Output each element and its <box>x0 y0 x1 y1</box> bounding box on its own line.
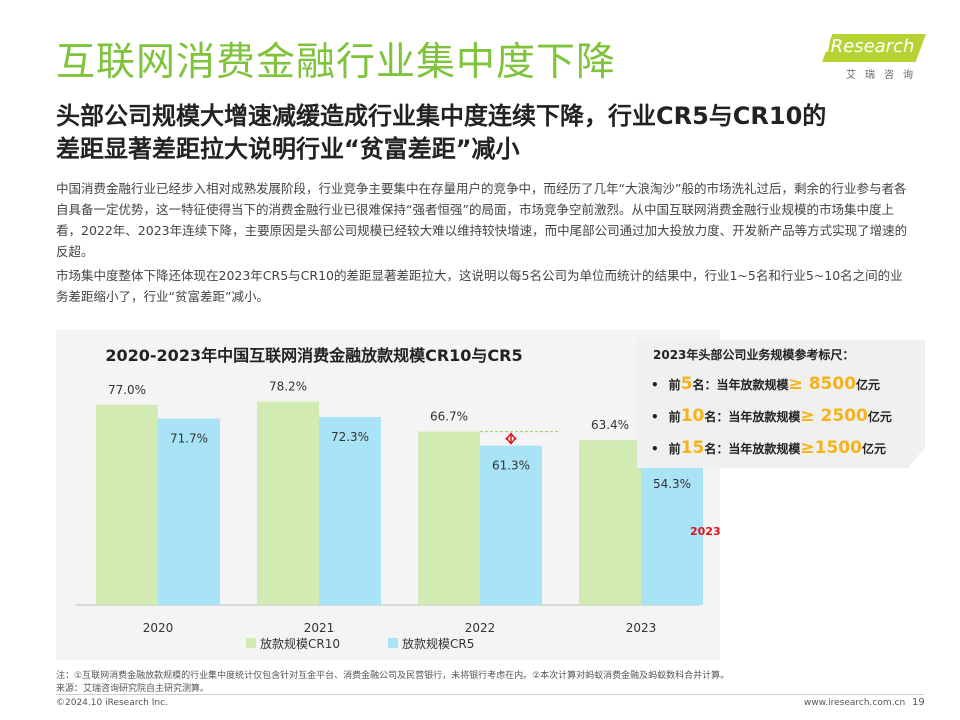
data-label-cr10-2021: 78.2% <box>269 380 307 394</box>
logo-text: iResearch <box>825 36 915 57</box>
logo-cn-text: 艾瑞咨询 <box>846 70 922 81</box>
reference-item-top5: • 前5名：当年放款规模≥ 8500亿元 <box>651 374 880 394</box>
x-tick-label-2021: 2021 <box>304 621 335 635</box>
legend-label-cr5: 放款规模CR5 <box>402 636 474 651</box>
subtitle-line-2: 差距显著差距拉大说明行业“贫富差距”减小 <box>56 135 520 163</box>
gap-arrow-head-bottom-2022 <box>505 437 517 445</box>
data-label-cr5-2020: 71.7% <box>170 432 208 446</box>
reference-rank: 5 <box>680 374 693 394</box>
bar-cr10-2022 <box>418 431 480 605</box>
gap-arrow-head-top-2022 <box>505 432 517 441</box>
reference-prefix: 前 <box>668 442 681 456</box>
copyright: ©2024.10 iResearch Inc. <box>56 698 168 708</box>
reference-unit: 亿元 <box>867 410 892 424</box>
reference-prefix: 前 <box>668 410 681 424</box>
data-label-cr10-2022: 66.7% <box>430 410 468 424</box>
data-label-cr5-2022: 61.3% <box>492 459 530 473</box>
legend-swatch-cr10 <box>246 638 256 648</box>
x-tick-label-2023: 2023 <box>626 621 657 635</box>
chart-panel: 2020-2023年中国互联网消费金融放款规模CR10与CR5 77.0% 71.7… <box>56 330 720 660</box>
reference-item-top10: • 前10名：当年放款规模≥ 2500亿元 <box>651 406 892 426</box>
bullet-icon: • <box>651 378 659 392</box>
bar-cr10-2021 <box>257 401 319 605</box>
page-title: 互联网消费金融行业集中度下降 <box>56 40 617 85</box>
iresearch-logo: iResearch 艾瑞咨询 <box>822 32 926 82</box>
gap-annotation: 2023年CR5与CR10的差距显著拉大 <box>690 524 720 538</box>
reference-amount: 8500 <box>808 374 857 394</box>
subtitle-line-1: 头部公司规模大增速减缓造成行业集中度连续下降，行业CR5与CR10的 <box>56 102 827 130</box>
data-label-cr10-2020: 77.0% <box>108 383 146 397</box>
x-tick-label-2022: 2022 <box>465 621 496 635</box>
reference-label: 名：当年放款规模 <box>692 378 789 392</box>
bar-cr5-2020 <box>158 418 220 605</box>
reference-label: 名：当年放款规模 <box>704 442 801 456</box>
reference-unit: 亿元 <box>861 442 886 456</box>
data-label-cr5-2023: 54.3% <box>653 477 691 491</box>
reference-rank: 15 <box>680 438 705 458</box>
chart-title: 2020-2023年中国互联网消费金融放款规模CR10与CR5 <box>105 346 522 365</box>
reference-item-top15: • 前15名：当年放款规模≥1500亿元 <box>651 438 886 458</box>
reference-unit: 亿元 <box>856 378 881 392</box>
website-url: www.iresearch.com.cn <box>804 698 906 708</box>
reference-title: 2023年头部公司业务规模参考标尺： <box>653 348 855 362</box>
bullet-icon: • <box>651 442 659 456</box>
reference-rank: 10 <box>680 406 705 426</box>
reference-label: 名：当年放款规模 <box>704 410 801 424</box>
legend-swatch-cr5 <box>388 638 398 648</box>
x-tick-label-2020: 2020 <box>143 621 174 635</box>
page-number: 19 <box>912 697 925 708</box>
body-paragraph-2: 市场集中度整体下降还体现在2023年CR5与CR10的差距显著差距拉大，这说明以… <box>56 268 903 304</box>
footer-divider <box>56 694 924 695</box>
reference-amount: 2500 <box>820 406 868 426</box>
legend-label-cr10: 放款规模CR10 <box>260 636 340 651</box>
bar-cr5-2022 <box>480 445 542 605</box>
footnote: 注：①互联网消费金融放款规模的行业集中度统计仅包含针对互金平台、消费金融公司及民… <box>56 671 730 681</box>
logo-mark-icon <box>822 34 926 62</box>
reference-ge: ≥ <box>800 406 821 426</box>
reference-amount: 1500 <box>814 438 862 458</box>
data-label-cr10-2023: 63.4% <box>591 418 629 432</box>
data-label-cr5-2021: 72.3% <box>331 430 369 444</box>
reference-ge: ≥ <box>800 438 815 458</box>
bullet-icon: • <box>651 410 659 424</box>
source-note: 来源：艾瑞咨询研究院自主研究测算。 <box>56 684 210 694</box>
bar-cr5-2023 <box>641 463 703 605</box>
reference-box: 2023年头部公司业务规模参考标尺： • 前5名：当年放款规模≥ 8500亿元 •… <box>637 340 925 468</box>
reference-ge: ≥ <box>788 374 809 394</box>
bar-cr5-2021 <box>319 417 381 605</box>
bar-cr10-2023 <box>579 440 641 605</box>
reference-prefix: 前 <box>668 378 681 392</box>
body-paragraph-1: 中国消费金融行业已经步入相对成熟发展阶段，行业竞争主要集中在存量用户的竞争中，而… <box>56 181 908 259</box>
bar-cr10-2020 <box>96 404 158 605</box>
bar-chart: 2020-2023年中国互联网消费金融放款规模CR10与CR5 77.0% 71.7… <box>76 346 720 651</box>
